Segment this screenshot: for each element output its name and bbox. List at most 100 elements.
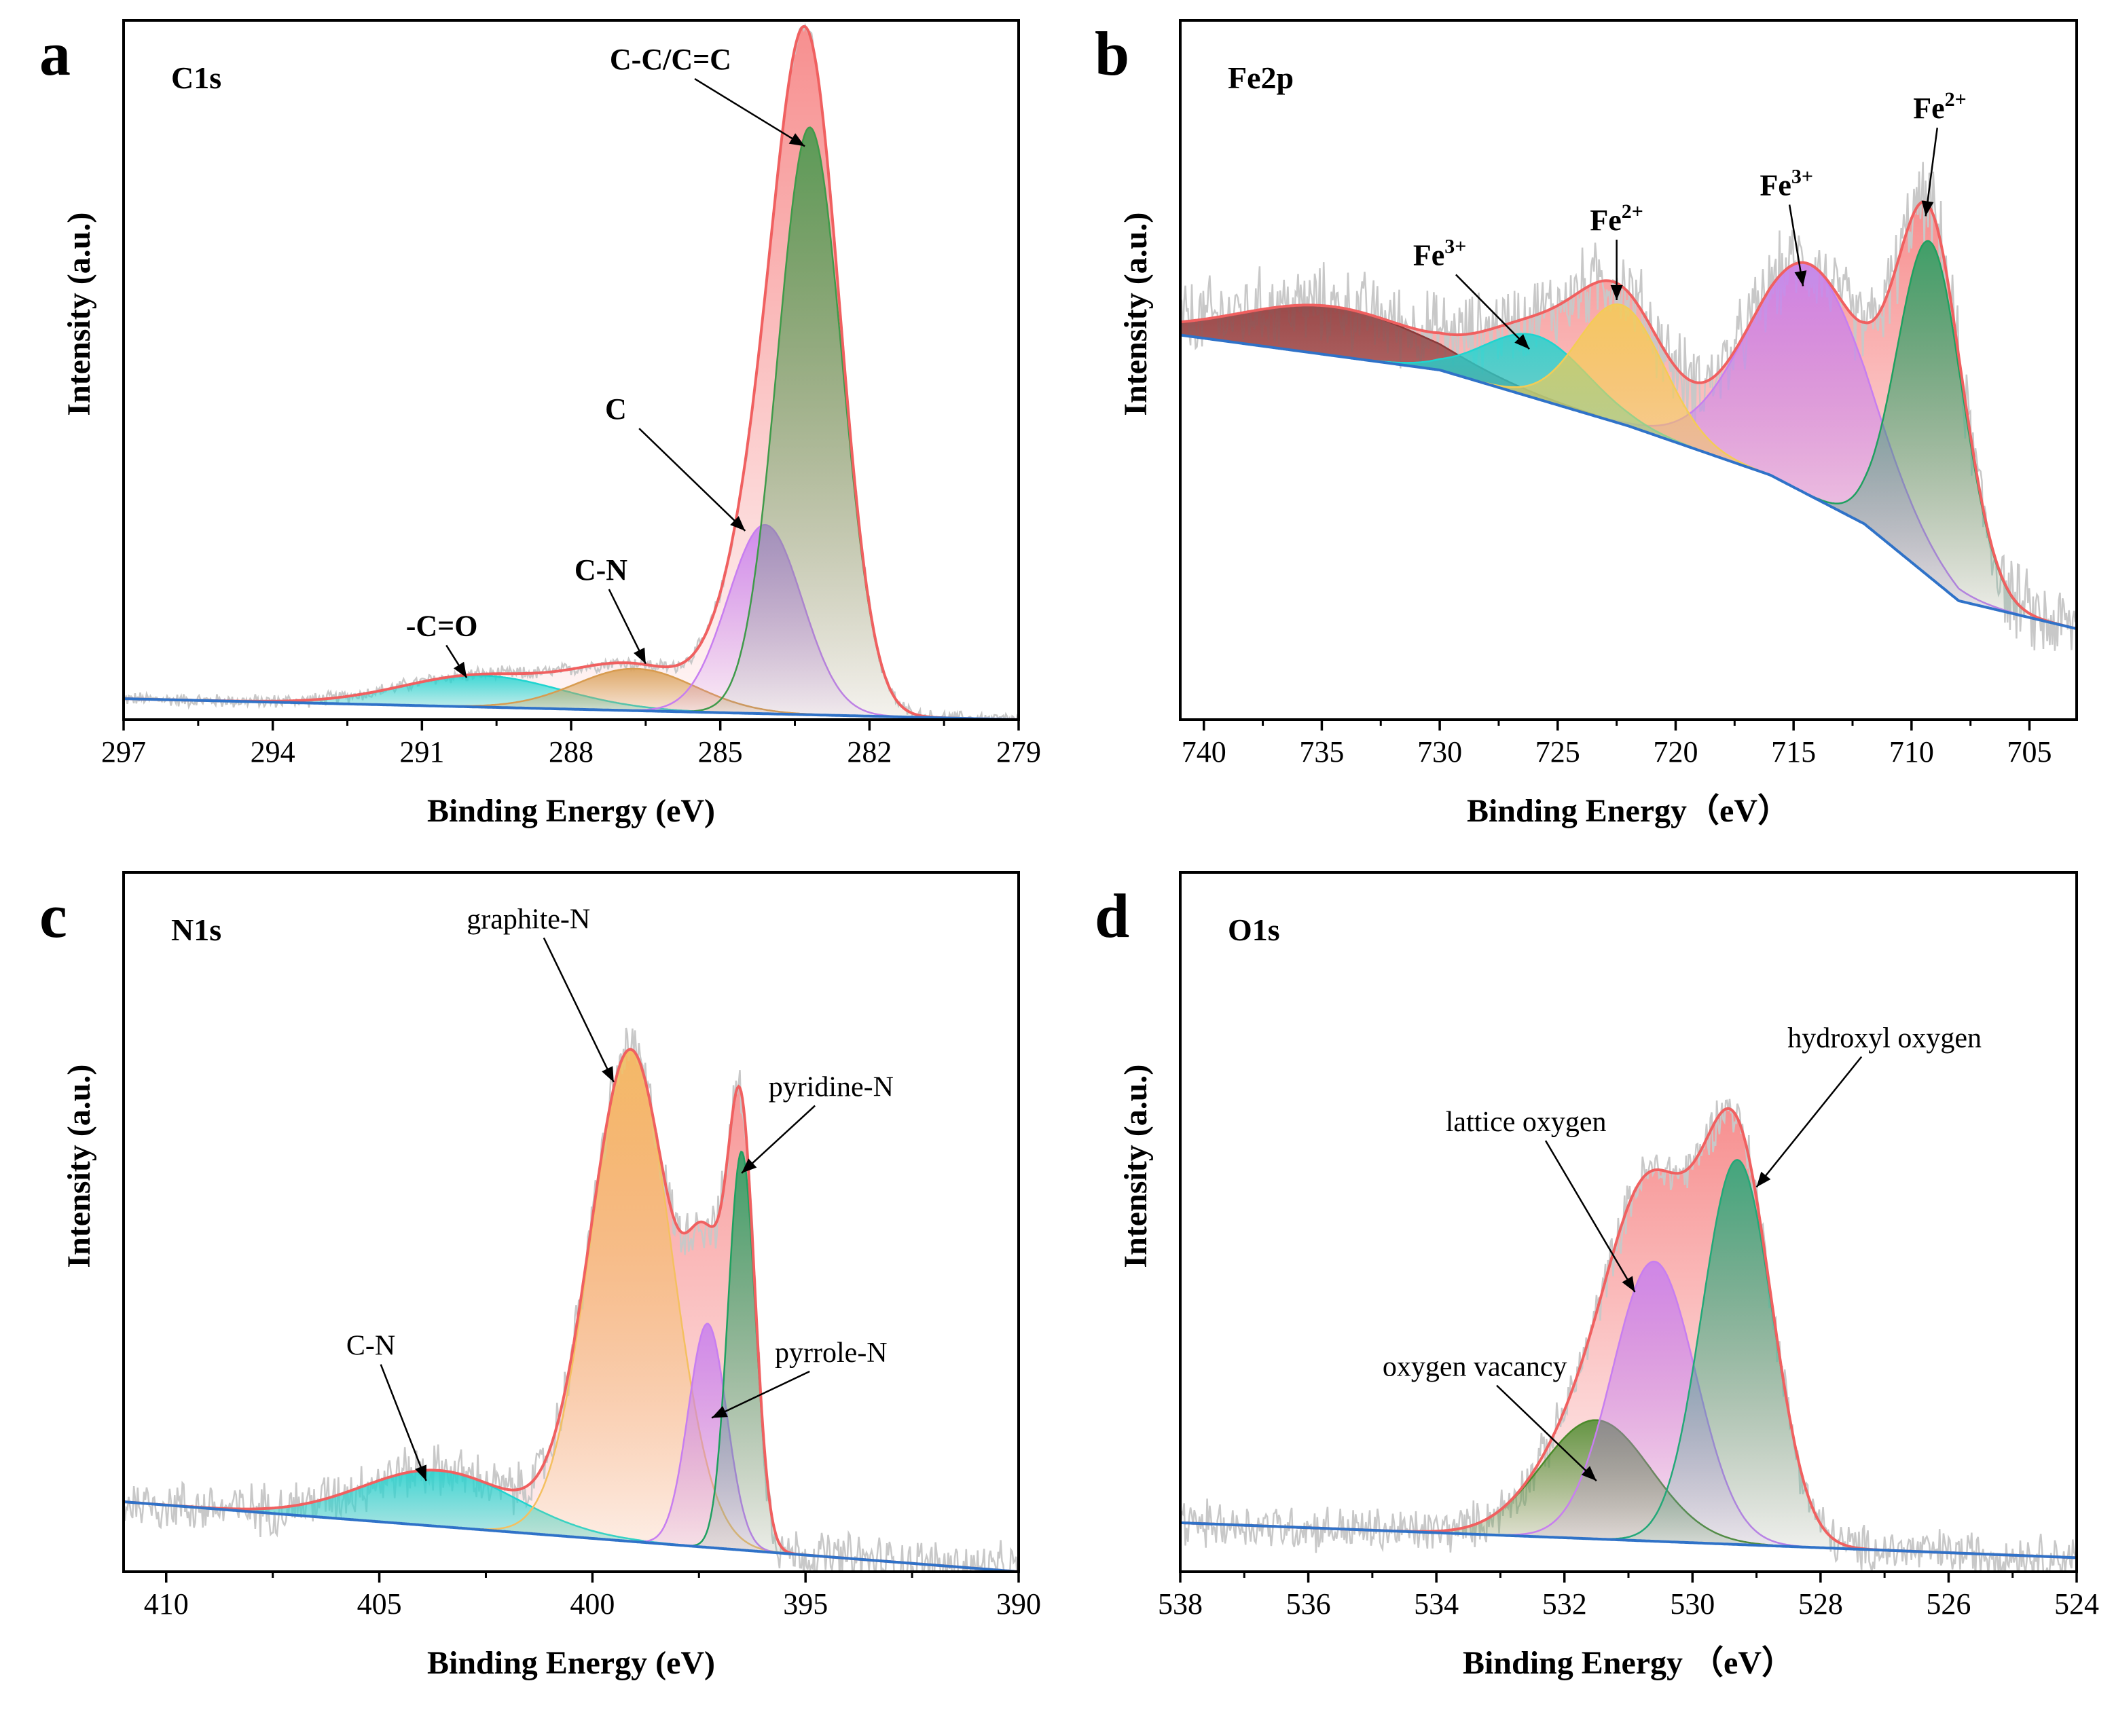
x-tick-label: 710 — [1889, 735, 1934, 769]
x-axis-label: Binding Energy (eV) — [427, 1645, 715, 1681]
annotation-arrow — [638, 428, 746, 532]
peak-fill-fe2- — [1180, 240, 2077, 629]
peak-annotation: -C=O — [406, 609, 478, 642]
arrow-head — [453, 661, 467, 678]
x-tick-label: 390 — [996, 1587, 1041, 1621]
arrow-head — [1622, 1276, 1635, 1292]
baseline-line — [1180, 333, 2077, 631]
x-tick-label: 405 — [357, 1587, 402, 1621]
x-tick-label: 705 — [2007, 735, 2052, 769]
x-axis-label: Binding Energy （eV） — [1463, 1645, 1794, 1681]
panel-letter-b: b — [1095, 19, 1129, 88]
baseline-line — [124, 1500, 1019, 1572]
x-tick-label: 400 — [570, 1587, 615, 1621]
y-axis-label: Intensity (a.u.) — [1118, 1065, 1154, 1268]
x-tick-label: 530 — [1670, 1587, 1715, 1621]
panel-letter-d: d — [1095, 881, 1129, 950]
peak-annotation: Fe3+ — [1413, 236, 1467, 272]
arrow-head — [730, 516, 746, 531]
peak-annotation: graphite-N — [467, 904, 590, 935]
x-tick-label: 395 — [783, 1587, 828, 1621]
plot-area — [124, 1027, 1019, 1572]
peak-annotation: C — [605, 392, 627, 426]
annotation-arrow — [1544, 1140, 1636, 1293]
arrow-head — [1921, 200, 1934, 217]
arrow-head — [634, 647, 646, 664]
peak-annotation: pyrrole-N — [775, 1337, 888, 1369]
panel-title: O1s — [1228, 912, 1280, 947]
x-tick-label: 740 — [1182, 735, 1226, 769]
panel-b: b 740 735 730 725 720 715 710 705 Binding Energy（… — [1095, 19, 2078, 829]
panel-title: N1s — [171, 912, 221, 947]
envelope-fill — [124, 26, 1019, 720]
peak-fill-c-n — [124, 1470, 1019, 1572]
panel-letter-c: c — [39, 881, 67, 950]
x-tick-label: 526 — [1926, 1587, 1971, 1621]
x-tick-label: 538 — [1158, 1587, 1203, 1621]
x-tick-label: 730 — [1417, 735, 1462, 769]
peak-annotation: pyridine-N — [769, 1072, 894, 1103]
x-tick-label: 294 — [251, 735, 295, 769]
peak-fill-c-n — [124, 668, 1019, 720]
peak-fill-fe2- — [1180, 304, 2077, 629]
peak-fill-broad — [1180, 305, 2077, 629]
x-tick-label: 715 — [1771, 735, 1816, 769]
x-tick-label: 524 — [2054, 1587, 2099, 1621]
peak-line — [124, 126, 1019, 720]
arrow-head — [1794, 270, 1807, 287]
arrow-head — [1514, 334, 1530, 350]
envelope-line — [124, 24, 1019, 720]
raw-spectrum — [1180, 1098, 2077, 1572]
panel-a: a 297 294 291 288 285 282 279 Binding Energy (eV… — [39, 19, 1041, 829]
x-tick-label: 282 — [847, 735, 892, 769]
peak-annotation: C-N — [346, 1331, 395, 1362]
peak-fill-c-c-c-c — [124, 127, 1019, 720]
panel-c: c 410 405 400 395 390 Binding Energy (eV) Inten… — [39, 871, 1041, 1681]
panel-title: Fe2p — [1228, 60, 1294, 95]
panel-title: C1s — [171, 60, 221, 95]
annotation-arrow — [1455, 274, 1530, 350]
arrow-head — [602, 1066, 614, 1082]
peak-annotation: hydroxyl oxygen — [1787, 1023, 1982, 1054]
raw-spectrum — [124, 22, 1019, 720]
panel-letter-a: a — [39, 19, 71, 88]
arrow-head — [1756, 1171, 1771, 1187]
x-tick-label: 534 — [1414, 1587, 1459, 1621]
arrow-head — [788, 133, 805, 147]
peak-annotation: Fe2+ — [1913, 88, 1967, 125]
arrow-head — [742, 1158, 757, 1173]
annotation-arrow — [1755, 1056, 1863, 1188]
y-axis-label: Intensity (a.u.) — [61, 1065, 97, 1268]
peak-annotation: Fe3+ — [1760, 166, 1813, 202]
y-axis-label: Intensity (a.u.) — [1118, 213, 1154, 416]
x-tick-label: 536 — [1286, 1587, 1331, 1621]
peak-annotation: C-C/C=C — [610, 43, 731, 76]
annotation-arrow — [694, 78, 805, 147]
arrow-head — [1581, 1466, 1597, 1481]
peak-annotation: oxygen vacancy — [1383, 1352, 1567, 1383]
plot-frame — [122, 19, 1020, 721]
y-axis-label: Intensity (a.u.) — [61, 213, 97, 416]
x-tick-label: 528 — [1798, 1587, 1843, 1621]
arrow-head — [415, 1464, 426, 1481]
annotation-arrow — [543, 937, 615, 1083]
peak-fill-graphite-n — [124, 1052, 1019, 1572]
x-tick-label: 532 — [1542, 1587, 1587, 1621]
baseline-line — [124, 697, 1019, 720]
annotation-arrow — [741, 1105, 816, 1174]
annotation-arrow — [711, 1370, 810, 1419]
plot-area — [124, 22, 1019, 720]
annotation-arrow — [380, 1364, 427, 1481]
x-tick-label: 725 — [1535, 735, 1580, 769]
peak-fill-fe3- — [1180, 263, 2077, 629]
plot-frame — [122, 871, 1020, 1573]
x-tick-label: 297 — [101, 735, 146, 769]
x-tick-label: 410 — [144, 1587, 189, 1621]
arrow-head — [1610, 285, 1623, 300]
x-axis-label: Binding Energy (eV) — [427, 793, 715, 829]
baseline-line — [1180, 1521, 2077, 1559]
plot-frame — [1179, 19, 2078, 721]
x-tick-label: 279 — [996, 735, 1041, 769]
annotation-arrow — [1496, 1384, 1597, 1482]
peak-annotation: lattice oxygen — [1446, 1107, 1607, 1138]
